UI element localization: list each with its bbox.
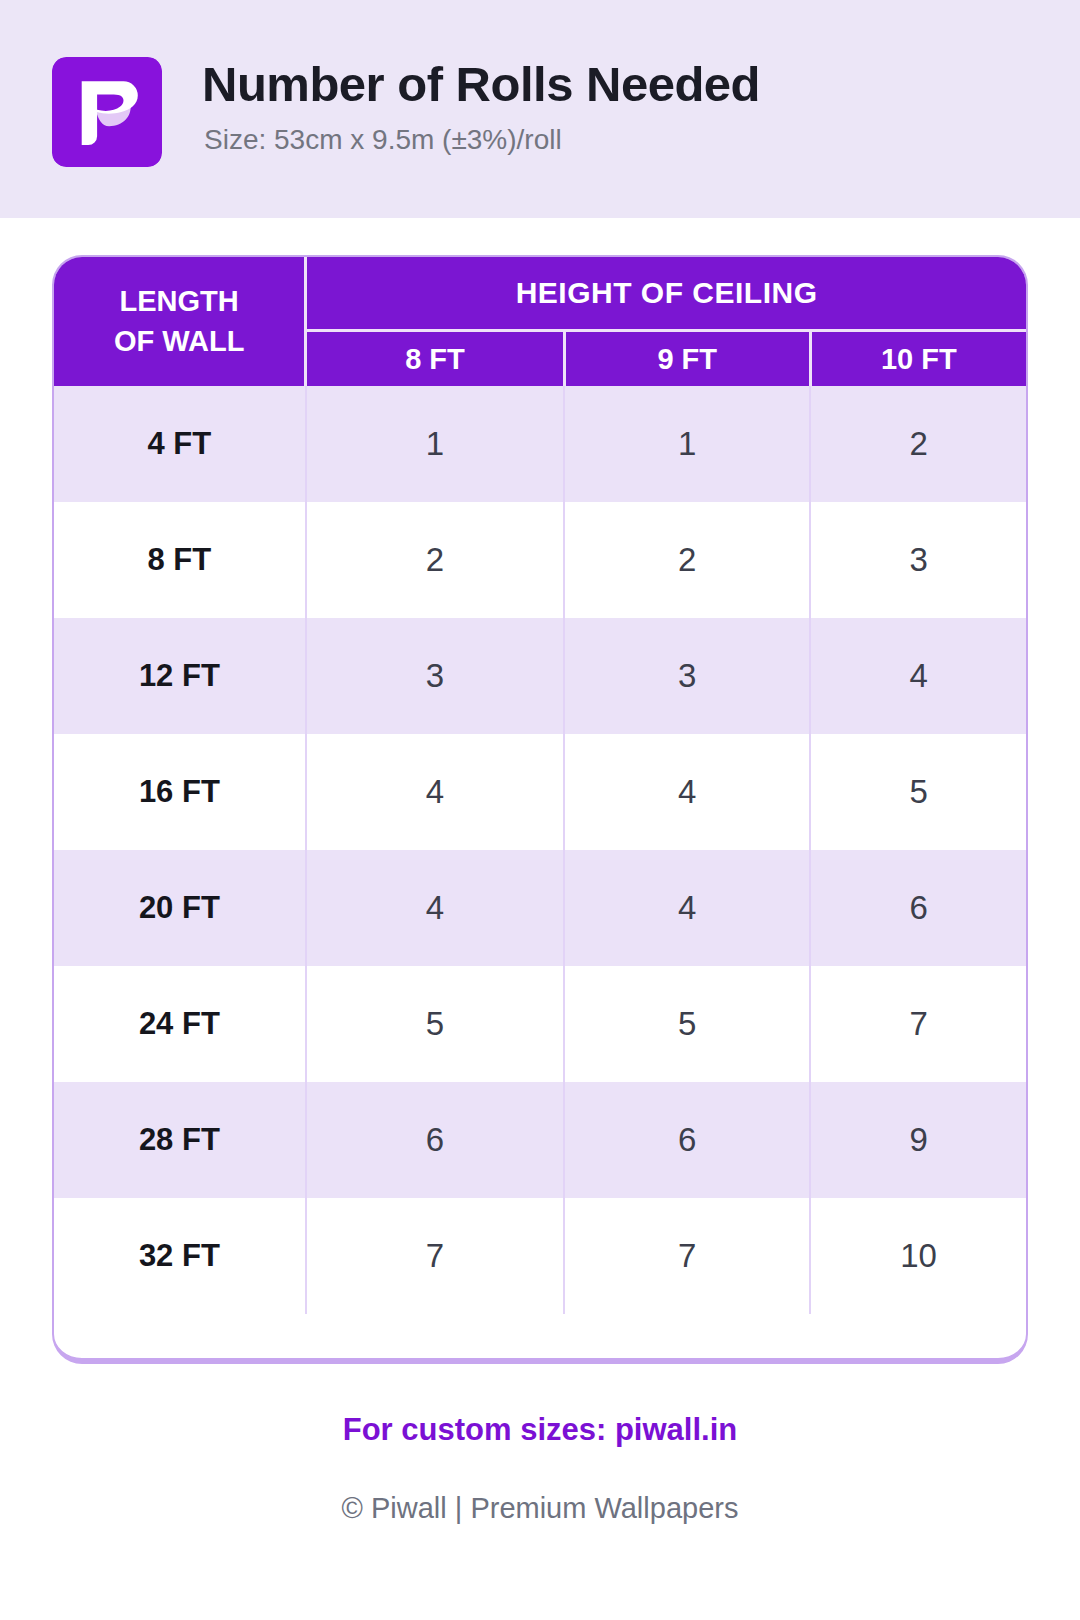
cell-value: 4 xyxy=(306,734,565,850)
rolls-table-card: LENGTH OF WALL HEIGHT OF CEILING 8 FT 9 … xyxy=(52,255,1028,1364)
row-label: 12 FT xyxy=(54,618,306,734)
piwall-logo-icon xyxy=(52,57,162,167)
cell-value: 1 xyxy=(306,386,565,502)
cell-value: 6 xyxy=(306,1082,565,1198)
row-label: 16 FT xyxy=(54,734,306,850)
table-header-row-1: LENGTH OF WALL HEIGHT OF CEILING xyxy=(54,257,1026,331)
row-label: 28 FT xyxy=(54,1082,306,1198)
page-title: Number of Rolls Needed xyxy=(202,59,760,110)
row-label: 8 FT xyxy=(54,502,306,618)
cell-value: 4 xyxy=(810,618,1026,734)
cell-value: 7 xyxy=(810,966,1026,1082)
rolls-infographic: Number of Rolls Needed Size: 53cm x 9.5m… xyxy=(0,0,1080,1620)
cell-value: 1 xyxy=(564,386,810,502)
cell-value: 4 xyxy=(564,850,810,966)
custom-sizes-line: For custom sizes: piwall.in xyxy=(0,1412,1080,1448)
cell-value: 5 xyxy=(564,966,810,1082)
footer: For custom sizes: piwall.in © Piwall | P… xyxy=(0,1412,1080,1525)
table-row-20ft: 20 FT 4 4 6 xyxy=(54,850,1026,966)
cell-value: 5 xyxy=(810,734,1026,850)
col-header-10ft: 10 FT xyxy=(810,331,1026,387)
page-subtitle: Size: 53cm x 9.5m (±3%)/roll xyxy=(204,124,760,156)
table-row-24ft: 24 FT 5 5 7 xyxy=(54,966,1026,1082)
col-header-8ft: 8 FT xyxy=(306,331,565,387)
cell-value: 5 xyxy=(306,966,565,1082)
rolls-table: LENGTH OF WALL HEIGHT OF CEILING 8 FT 9 … xyxy=(54,257,1026,1314)
header: Number of Rolls Needed Size: 53cm x 9.5m… xyxy=(0,0,1080,218)
table-row-28ft: 28 FT 6 6 9 xyxy=(54,1082,1026,1198)
row-label: 24 FT xyxy=(54,966,306,1082)
cell-value: 3 xyxy=(564,618,810,734)
piwall-link[interactable]: piwall.in xyxy=(615,1412,737,1447)
cell-value: 4 xyxy=(564,734,810,850)
row-label: 32 FT xyxy=(54,1198,306,1314)
cell-value: 7 xyxy=(306,1198,565,1314)
table-row-12ft: 12 FT 3 3 4 xyxy=(54,618,1026,734)
table-row-32ft: 32 FT 7 7 10 xyxy=(54,1198,1026,1314)
table-row-8ft: 8 FT 2 2 3 xyxy=(54,502,1026,618)
cell-value: 9 xyxy=(810,1082,1026,1198)
cell-value: 7 xyxy=(564,1198,810,1314)
cell-value: 10 xyxy=(810,1198,1026,1314)
row-label: 4 FT xyxy=(54,386,306,502)
group-header-height-of-ceiling: HEIGHT OF CEILING xyxy=(306,257,1026,331)
cell-value: 3 xyxy=(306,618,565,734)
custom-sizes-label: For custom sizes: xyxy=(343,1412,615,1447)
col-header-9ft: 9 FT xyxy=(564,331,810,387)
cell-value: 2 xyxy=(306,502,565,618)
cell-value: 6 xyxy=(810,850,1026,966)
corner-header-length-of-wall: LENGTH OF WALL xyxy=(54,257,306,386)
cell-value: 3 xyxy=(810,502,1026,618)
cell-value: 2 xyxy=(564,502,810,618)
cell-value: 6 xyxy=(564,1082,810,1198)
cell-value: 2 xyxy=(810,386,1026,502)
cell-value: 4 xyxy=(306,850,565,966)
copyright-text: © Piwall | Premium Wallpapers xyxy=(0,1492,1080,1525)
table-row-4ft: 4 FT 1 1 2 xyxy=(54,386,1026,502)
row-label: 20 FT xyxy=(54,850,306,966)
table-row-16ft: 16 FT 4 4 5 xyxy=(54,734,1026,850)
header-titles: Number of Rolls Needed Size: 53cm x 9.5m… xyxy=(202,57,760,156)
